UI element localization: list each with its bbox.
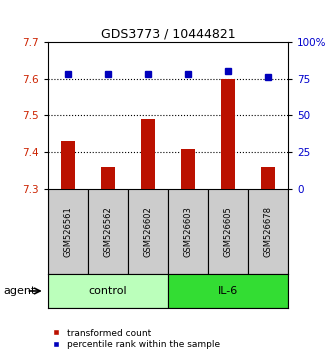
Text: GSM526678: GSM526678 [263,206,272,257]
Bar [221,79,235,189]
Bar [181,149,195,189]
FancyBboxPatch shape [248,189,288,274]
FancyBboxPatch shape [88,189,128,274]
Text: GSM526602: GSM526602 [143,206,153,257]
Bar [61,141,75,189]
Text: GSM526603: GSM526603 [183,206,193,257]
Text: GSM526561: GSM526561 [64,206,72,257]
Legend: transformed count, percentile rank within the sample: transformed count, percentile rank withi… [53,329,220,349]
Text: agent: agent [3,286,36,296]
FancyBboxPatch shape [48,189,88,274]
FancyBboxPatch shape [48,274,168,308]
Bar [141,119,155,189]
Text: GSM526605: GSM526605 [223,206,232,257]
Title: GDS3773 / 10444821: GDS3773 / 10444821 [101,28,235,41]
FancyBboxPatch shape [208,189,248,274]
Text: control: control [89,286,127,296]
Text: IL-6: IL-6 [218,286,238,296]
FancyBboxPatch shape [128,189,168,274]
Bar [101,167,115,189]
Bar [261,167,275,189]
FancyBboxPatch shape [168,274,288,308]
Text: GSM526562: GSM526562 [104,206,113,257]
FancyBboxPatch shape [168,189,208,274]
